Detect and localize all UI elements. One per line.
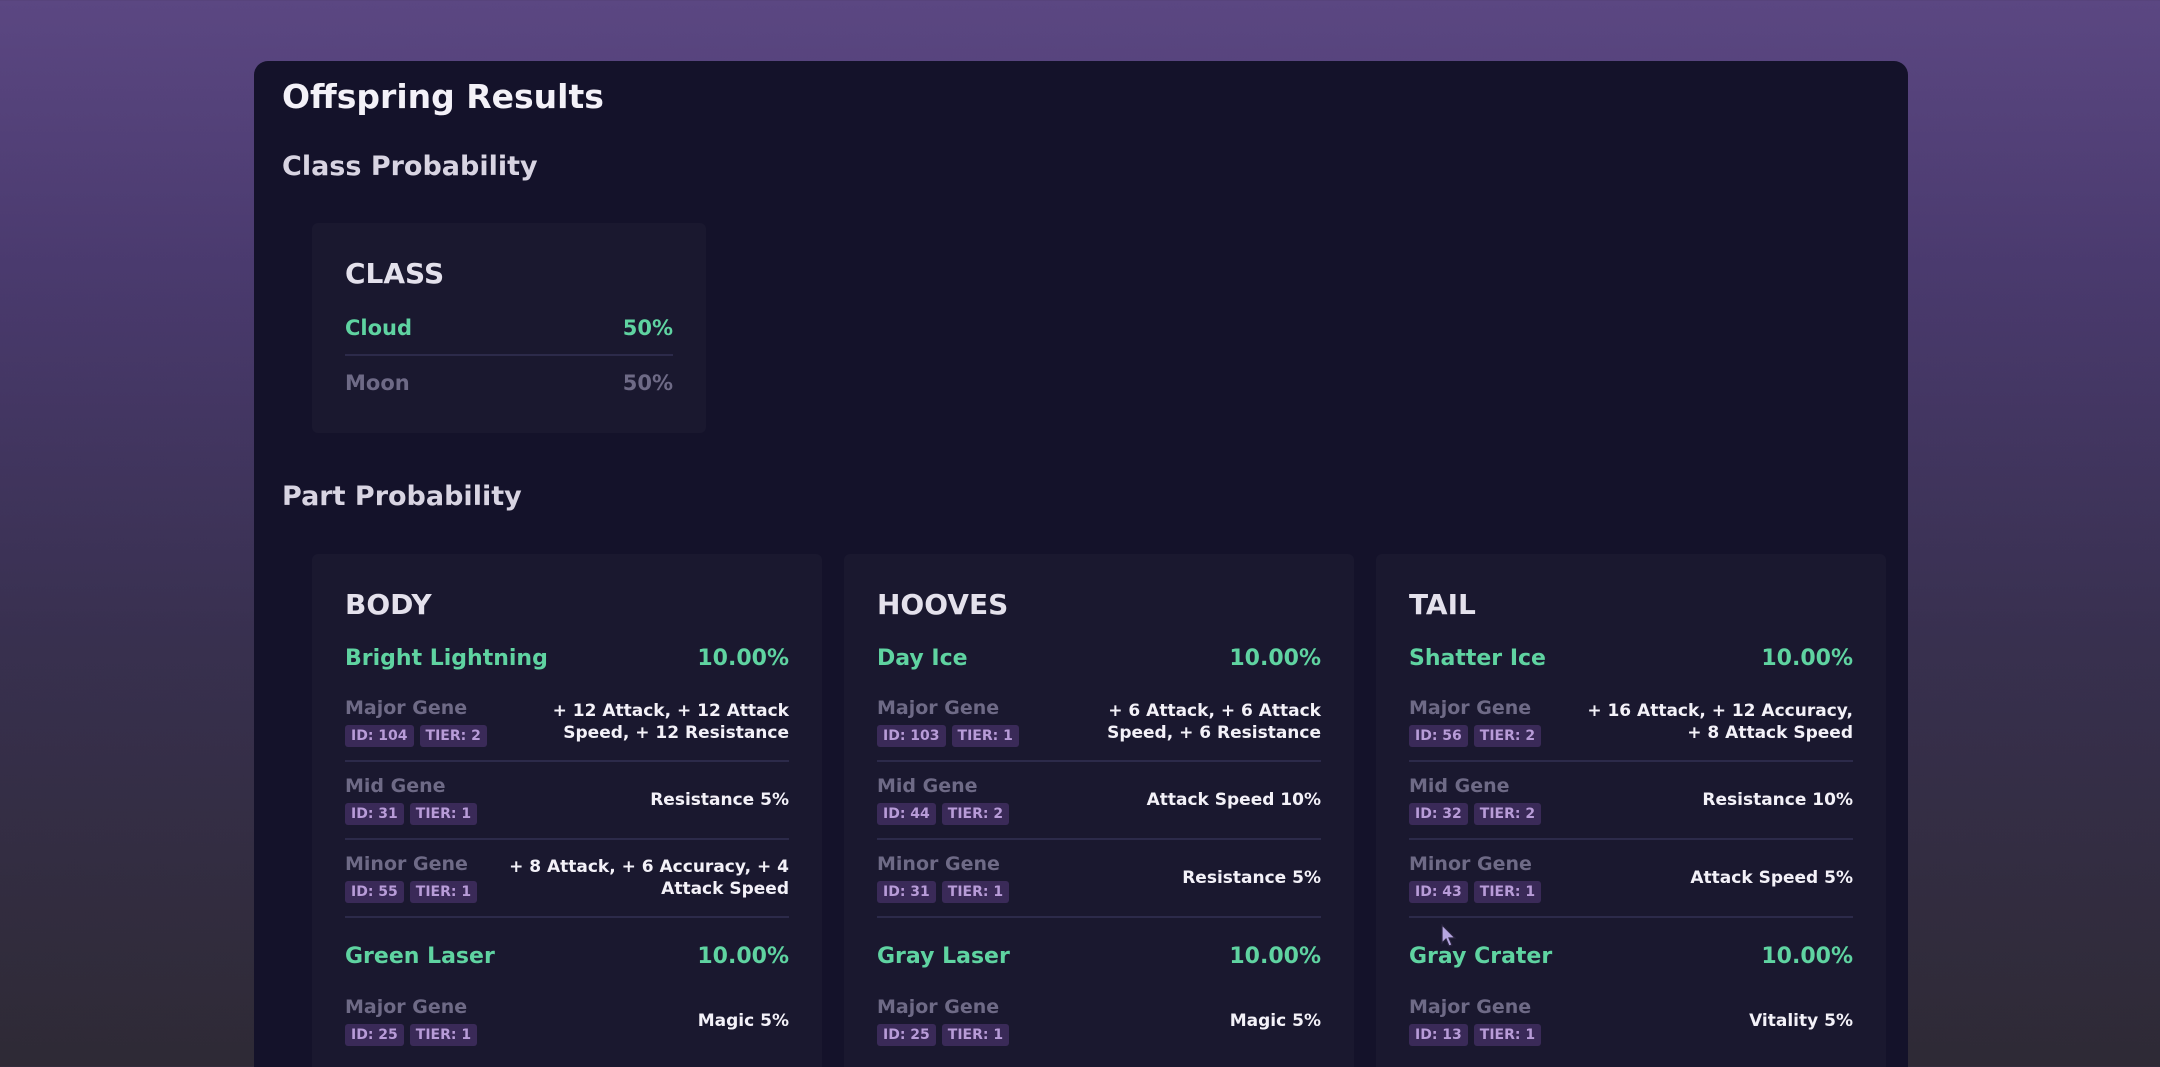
part-card-heading: TAIL xyxy=(1409,588,1476,621)
part-percent: 10.00% xyxy=(1761,943,1853,969)
gene-tier-tag: TIER: 1 xyxy=(941,881,1010,903)
gene-row: Minor Gene ID: 55 TIER: 1 + 8 Attack, + 6… xyxy=(345,840,789,918)
class-row: Moon 50% xyxy=(345,356,673,409)
gene-tier-tag: TIER: 1 xyxy=(409,1024,478,1046)
part-card-heading: HOOVES xyxy=(877,588,1009,621)
gene-id-tag: ID: 43 xyxy=(1409,881,1468,903)
gene-value: Magic 5% xyxy=(1229,1011,1321,1031)
part-percent: 10.00% xyxy=(1761,645,1853,671)
gene-id-tag: ID: 55 xyxy=(345,881,404,903)
gene-id-tag: ID: 13 xyxy=(1409,1024,1468,1046)
gene-tier-tag: TIER: 1 xyxy=(1473,1024,1542,1046)
gene-value: + 8 Attack, + 6 Accuracy, + 4 Attack Spe… xyxy=(509,857,789,899)
gene-id-tag: ID: 25 xyxy=(345,1024,404,1046)
gene-row: Major Gene ID: 103 TIER: 1 + 6 Attack, + … xyxy=(877,684,1321,762)
part-row: Gray Crater 10.00% xyxy=(1409,930,1853,982)
gene-id-tag: ID: 103 xyxy=(877,725,946,747)
gene-row: Mid Gene ID: 31 TIER: 1 Resistance 5% xyxy=(345,762,789,840)
gene-label: Mid Gene xyxy=(1409,775,1510,797)
gene-label: Minor Gene xyxy=(1409,853,1532,875)
gene-value: + 12 Attack, + 12 Attack Speed, + 12 Res… xyxy=(552,701,789,743)
gene-label: Mid Gene xyxy=(877,775,978,797)
part-card-hooves: HOOVES Day Ice 10.00% Major Gene ID: 103… xyxy=(844,554,1354,1067)
class-row: Cloud 50% xyxy=(345,301,673,356)
gene-id-tag: ID: 56 xyxy=(1409,725,1468,747)
gene-row: Major Gene ID: 56 TIER: 2 + 16 Attack, + … xyxy=(1409,684,1853,762)
gene-tier-tag: TIER: 1 xyxy=(941,1024,1010,1046)
part-row: Shatter Ice 10.00% xyxy=(1409,632,1853,684)
part-row: Green Laser 10.00% xyxy=(345,930,789,982)
gene-row: Major Gene ID: 25 TIER: 1 Magic 5% xyxy=(877,982,1321,1060)
gene-tier-tag: TIER: 1 xyxy=(409,803,478,825)
gene-id-tag: ID: 44 xyxy=(877,803,936,825)
gene-label: Major Gene xyxy=(877,996,1000,1018)
gene-label: Major Gene xyxy=(877,697,1000,719)
gene-tier-tag: TIER: 2 xyxy=(941,803,1010,825)
gene-tier-tag: TIER: 1 xyxy=(409,881,478,903)
class-name: Cloud xyxy=(345,315,413,340)
gene-value: Attack Speed 10% xyxy=(1146,790,1321,810)
gene-id-tag: ID: 31 xyxy=(877,881,936,903)
part-name: Gray Laser xyxy=(877,943,1010,969)
gene-label: Major Gene xyxy=(1409,996,1532,1018)
gene-value: Resistance 5% xyxy=(1182,868,1321,888)
part-percent: 10.00% xyxy=(697,943,789,969)
page-title: Offspring Results xyxy=(282,77,604,116)
part-card-body: BODY Bright Lightning 10.00% Major Gene … xyxy=(312,554,822,1067)
gene-id-tag: ID: 25 xyxy=(877,1024,936,1046)
offspring-results-panel: Offspring Results Class Probability CLAS… xyxy=(254,61,1908,1067)
gene-value: + 6 Attack, + 6 Attack Speed, + 6 Resist… xyxy=(1107,701,1321,743)
gene-tier-tag: TIER: 2 xyxy=(1473,803,1542,825)
part-card-tail: TAIL Shatter Ice 10.00% Major Gene ID: 5… xyxy=(1376,554,1886,1067)
gene-id-tag: ID: 32 xyxy=(1409,803,1468,825)
part-probability-title: Part Probability xyxy=(282,481,522,512)
gene-row: Minor Gene ID: 43 TIER: 1 Attack Speed 5% xyxy=(1409,840,1853,918)
class-card: CLASS Cloud 50% Moon 50% xyxy=(312,223,706,433)
class-name: Moon xyxy=(345,370,410,395)
part-name: Gray Crater xyxy=(1409,943,1553,969)
gene-value: Attack Speed 5% xyxy=(1690,868,1853,888)
gene-row: Minor Gene ID: 31 TIER: 1 Resistance 5% xyxy=(877,840,1321,918)
gene-id-tag: ID: 104 xyxy=(345,725,414,747)
gene-tier-tag: TIER: 2 xyxy=(1473,725,1542,747)
class-percent: 50% xyxy=(622,370,673,395)
gene-tier-tag: TIER: 2 xyxy=(419,725,487,747)
gene-label: Major Gene xyxy=(1409,697,1532,719)
gene-label: Major Gene xyxy=(345,697,468,719)
class-percent: 50% xyxy=(622,315,673,340)
part-percent: 10.00% xyxy=(1229,943,1321,969)
gene-tier-tag: TIER: 1 xyxy=(951,725,1019,747)
part-row: Bright Lightning 10.00% xyxy=(345,632,789,684)
class-probability-title: Class Probability xyxy=(282,151,538,182)
gene-id-tag: ID: 31 xyxy=(345,803,404,825)
gene-value: Vitality 5% xyxy=(1749,1011,1853,1031)
gene-value: + 16 Attack, + 12 Accuracy, + 8 Attack S… xyxy=(1587,701,1853,743)
gene-label: Minor Gene xyxy=(877,853,1000,875)
gene-row: Major Gene ID: 13 TIER: 1 Vitality 5% xyxy=(1409,982,1853,1060)
part-name: Bright Lightning xyxy=(345,645,548,671)
part-name: Green Laser xyxy=(345,943,495,969)
gene-row: Mid Gene ID: 32 TIER: 2 Resistance 10% xyxy=(1409,762,1853,840)
part-row: Day Ice 10.00% xyxy=(877,632,1321,684)
gene-value: Resistance 5% xyxy=(650,790,789,810)
part-percent: 10.00% xyxy=(1229,645,1321,671)
part-percent: 10.00% xyxy=(697,645,789,671)
gene-value: Resistance 10% xyxy=(1702,790,1853,810)
gene-row: Major Gene ID: 25 TIER: 1 Magic 5% xyxy=(345,982,789,1060)
gene-row: Major Gene ID: 104 TIER: 2 + 12 Attack, +… xyxy=(345,684,789,762)
mouse-pointer-icon xyxy=(1441,923,1459,952)
gene-tier-tag: TIER: 1 xyxy=(1473,881,1542,903)
gene-label: Major Gene xyxy=(345,996,468,1018)
part-card-heading: BODY xyxy=(345,588,432,621)
part-row: Gray Laser 10.00% xyxy=(877,930,1321,982)
gene-label: Mid Gene xyxy=(345,775,446,797)
gene-value: Magic 5% xyxy=(697,1011,789,1031)
part-name: Day Ice xyxy=(877,645,968,671)
class-heading: CLASS xyxy=(345,257,445,290)
part-name: Shatter Ice xyxy=(1409,645,1546,671)
gene-row: Mid Gene ID: 44 TIER: 2 Attack Speed 10% xyxy=(877,762,1321,840)
gene-label: Minor Gene xyxy=(345,853,468,875)
